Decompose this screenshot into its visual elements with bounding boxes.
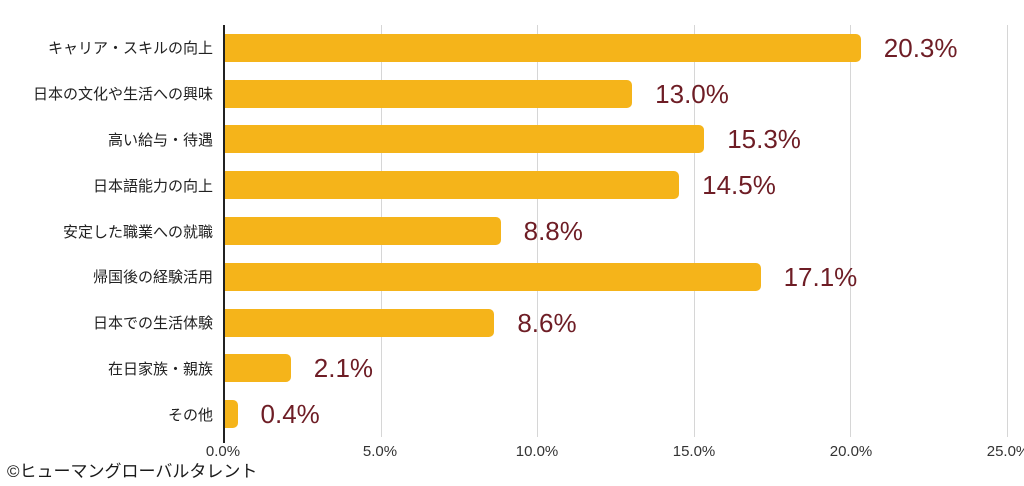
- bar-row: 8.8%: [225, 208, 1008, 254]
- bar-row: 2.1%: [225, 345, 1008, 391]
- value-label: 0.4%: [260, 399, 320, 430]
- category-label: 日本語能力の向上: [92, 177, 213, 195]
- value-label: 8.8%: [523, 216, 583, 247]
- category-label: 帰国後の経験活用: [92, 269, 213, 287]
- copyright-text: ©ヒューマングローバルタレント: [7, 462, 258, 481]
- value-label: 14.5%: [702, 170, 776, 201]
- value-label: 2.1%: [313, 353, 374, 384]
- bar: [225, 125, 705, 154]
- category-axis: キャリア・スキルの向上日本の文化や生活への興味高い給与・待遇日本語能力の向上安定…: [0, 25, 213, 437]
- x-axis: 0.0% 5.0% 10.0% 15.0% 20.0% 25.0%: [206, 443, 1024, 463]
- bar: [225, 308, 495, 337]
- gridline: [1007, 25, 1008, 437]
- bar: [225, 171, 680, 200]
- category-label: 日本の文化や生活への興味: [32, 86, 213, 104]
- value-label: 20.3%: [883, 32, 958, 63]
- x-tick-label: 25.0%: [986, 443, 1024, 460]
- category-label: 在日家族・親族: [107, 360, 213, 378]
- bar: [225, 217, 501, 246]
- plot-area: 20.3% 13.0% 15.3% 14.5% 8.8% 17.1% 8.6% 2.1% 0.4…: [223, 25, 1008, 443]
- category-label: キャリア・スキルの向上: [47, 40, 213, 58]
- category-label: 日本での生活体験: [92, 315, 213, 333]
- value-label: 17.1%: [783, 261, 858, 292]
- bar: [225, 33, 861, 62]
- bar: [225, 354, 291, 383]
- x-tick-label: 15.0%: [672, 443, 716, 460]
- bar-row: 14.5%: [225, 162, 1008, 208]
- category-label: 安定した職業への就職: [62, 223, 213, 241]
- zero-tick-mark: [223, 437, 225, 443]
- value-label: 8.6%: [517, 307, 577, 338]
- gridline: [693, 25, 695, 437]
- bar-row: 8.6%: [225, 300, 1008, 346]
- bar-row: 20.3%: [225, 25, 1008, 71]
- bar: [225, 262, 761, 291]
- bar: [225, 400, 238, 429]
- bar-rows: 20.3% 13.0% 15.3% 14.5% 8.8% 17.1% 8.6% 2.1% 0.4…: [225, 25, 1008, 437]
- category-label: その他: [167, 406, 213, 424]
- x-tick-label: 10.0%: [515, 443, 559, 460]
- bar-row: 0.4%: [225, 391, 1008, 437]
- category-label: 高い給与・待遇: [107, 131, 213, 149]
- bar-row: 13.0%: [225, 71, 1008, 117]
- gridline: [537, 25, 539, 437]
- x-tick-label: 0.0%: [205, 443, 241, 460]
- bar-row: 15.3%: [225, 117, 1008, 163]
- value-label: 15.3%: [727, 124, 801, 155]
- bar-row: 17.1%: [225, 254, 1008, 300]
- bar: [225, 79, 633, 108]
- x-tick-label: 20.0%: [829, 443, 873, 460]
- value-label: 13.0%: [655, 78, 729, 109]
- x-tick-label: 5.0%: [362, 443, 398, 460]
- gridline: [850, 25, 852, 437]
